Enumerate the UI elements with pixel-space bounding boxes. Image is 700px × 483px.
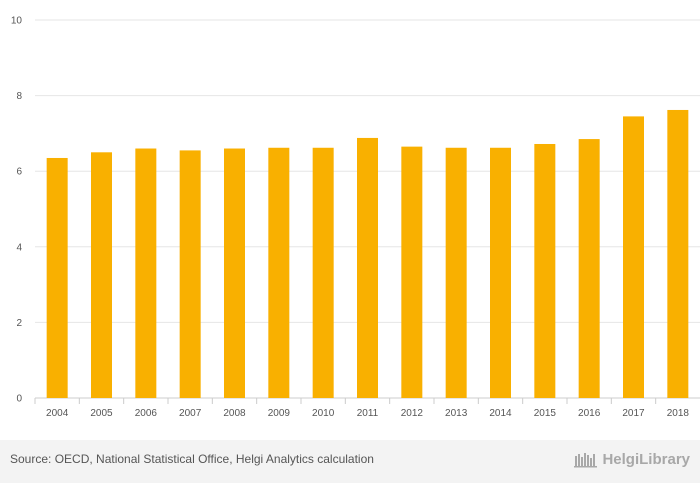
x-tick-label: 2009 — [268, 408, 291, 419]
y-tick-label: 6 — [16, 167, 22, 178]
y-tick-label: 0 — [16, 394, 22, 405]
x-tick-label: 2015 — [534, 408, 557, 419]
y-tick-label: 2 — [16, 318, 22, 329]
x-tick-label: 2014 — [489, 408, 512, 419]
footer: Source: OECD, National Statistical Offic… — [0, 440, 700, 483]
x-tick-label: 2006 — [135, 408, 158, 419]
bar-2006[interactable] — [135, 148, 157, 398]
bar-2007[interactable] — [179, 150, 201, 398]
bar-2013[interactable] — [445, 147, 467, 398]
bar-2004[interactable] — [46, 157, 68, 398]
x-tick-label: 2012 — [401, 408, 424, 419]
y-tick-label: 8 — [16, 91, 22, 102]
x-axis: 2004 2005 2006 2007 2008 2009 2010 2011 2012 2013… — [34, 398, 690, 419]
bar-2018[interactable] — [667, 109, 689, 399]
source-note: Source: OECD, National Statistical Offic… — [10, 452, 374, 466]
y-axis: 0 2 4 6 8 10 — [11, 16, 23, 405]
x-tick-label: 2010 — [312, 408, 335, 419]
bar-chart: 0 2 4 6 8 10 2004 2005 2006 2007 2008 2009 2010 2011… — [11, 16, 700, 419]
bar-2017[interactable] — [623, 116, 644, 398]
x-tick-label: 2016 — [578, 408, 601, 419]
x-tick-label: 2013 — [445, 408, 468, 419]
bar-2008[interactable] — [224, 148, 245, 398]
x-tick-label: 2018 — [667, 408, 690, 419]
x-tick-label: 2005 — [90, 408, 113, 419]
x-tick-label: 2011 — [357, 408, 379, 419]
bar-2014[interactable] — [490, 147, 511, 398]
bar-2011[interactable] — [357, 137, 378, 398]
y-tick-label: 4 — [16, 242, 22, 253]
y-tick-label: 10 — [11, 16, 23, 27]
bars — [46, 109, 689, 399]
bar-2015[interactable] — [534, 143, 556, 398]
library-icon — [574, 453, 598, 468]
bar-2016[interactable] — [578, 139, 600, 398]
bar-2009[interactable] — [268, 147, 290, 398]
bar-2005[interactable] — [91, 152, 112, 398]
logo-text: HelgiLibrary — [602, 450, 690, 468]
bar-2012[interactable] — [401, 146, 423, 398]
x-tick-label: 2017 — [622, 408, 645, 419]
bar-2010[interactable] — [312, 147, 334, 398]
x-tick-label: 2007 — [179, 408, 202, 419]
helgi-library-logo[interactable]: HelgiLibrary — [574, 450, 690, 468]
x-tick-label: 2008 — [223, 408, 246, 419]
x-tick-label: 2004 — [46, 408, 69, 419]
